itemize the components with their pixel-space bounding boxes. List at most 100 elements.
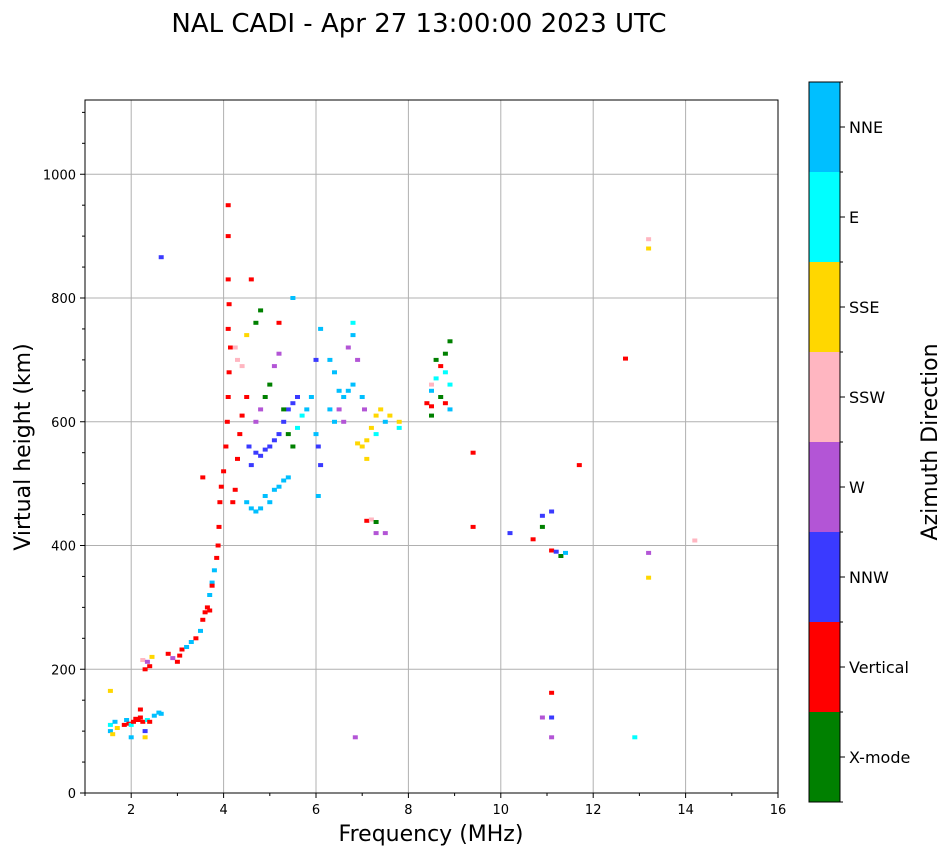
- data-point: [214, 555, 220, 560]
- data-point: [646, 246, 652, 251]
- data-point: [267, 500, 273, 505]
- data-point: [396, 425, 402, 430]
- data-point: [248, 277, 254, 282]
- data-point: [137, 707, 143, 712]
- x-tick-label: 12: [585, 803, 602, 818]
- data-point: [112, 719, 118, 724]
- x-tick-label: 4: [219, 803, 227, 818]
- data-point: [364, 438, 370, 443]
- data-point: [107, 722, 113, 727]
- data-point: [362, 407, 367, 412]
- data-point: [142, 735, 148, 740]
- data-point: [271, 438, 277, 443]
- data-point: [290, 401, 296, 406]
- data-point: [355, 357, 361, 362]
- data-point: [447, 382, 453, 387]
- data-point: [442, 370, 448, 375]
- colorbar-segment: [809, 712, 840, 802]
- data-point: [124, 718, 130, 722]
- data-point: [230, 500, 236, 505]
- data-point: [165, 651, 171, 656]
- data-point: [345, 388, 351, 393]
- data-point: [107, 688, 113, 693]
- data-point: [341, 395, 347, 399]
- colorbar-label: SSE: [849, 298, 879, 317]
- data-point: [225, 395, 231, 399]
- data-point: [267, 444, 273, 449]
- data-point: [121, 722, 127, 727]
- data-point: [262, 494, 268, 498]
- data-point: [225, 234, 231, 239]
- data-point: [140, 658, 146, 662]
- colorbar-label: NNW: [849, 568, 889, 587]
- data-point: [364, 518, 370, 523]
- data-point: [253, 320, 259, 325]
- data-point: [276, 320, 282, 325]
- colorbar-segment: [809, 532, 840, 622]
- data-point: [215, 543, 221, 548]
- data-point: [345, 345, 351, 350]
- data-point: [433, 376, 439, 381]
- y-tick-label: 1000: [43, 168, 76, 183]
- y-tick-label: 400: [51, 540, 76, 555]
- data-point: [218, 484, 224, 489]
- data-point: [223, 444, 229, 449]
- y-tick-label: 800: [51, 292, 76, 307]
- data-point: [217, 500, 223, 505]
- data-point: [158, 255, 164, 260]
- data-point: [193, 636, 199, 641]
- data-point: [239, 413, 245, 418]
- data-point: [226, 370, 232, 375]
- x-tick-label: 8: [404, 803, 412, 818]
- data-point: [558, 554, 564, 558]
- data-point: [276, 351, 282, 356]
- data-point: [142, 667, 148, 672]
- data-point: [646, 575, 652, 580]
- data-point: [142, 729, 148, 734]
- colorbar-segment: [809, 82, 840, 172]
- data-point: [225, 203, 231, 208]
- data-point: [216, 524, 222, 529]
- data-point: [135, 718, 141, 722]
- data-point: [299, 413, 305, 418]
- plot-area: [85, 100, 778, 793]
- data-point: [204, 605, 210, 610]
- data-point: [232, 487, 238, 492]
- data-point: [207, 608, 213, 613]
- data-point: [128, 735, 134, 740]
- data-point: [396, 419, 402, 424]
- data-point: [184, 645, 190, 649]
- colorbar-label: NNE: [849, 118, 883, 137]
- data-point: [209, 583, 215, 588]
- data-point: [271, 487, 277, 492]
- x-tick-label: 10: [493, 803, 510, 818]
- data-point: [313, 432, 319, 437]
- data-point: [258, 407, 264, 412]
- data-point: [341, 419, 347, 424]
- data-point: [285, 475, 291, 480]
- data-point: [313, 357, 319, 362]
- data-point: [646, 550, 652, 555]
- data-point: [239, 364, 245, 369]
- data-point: [232, 345, 238, 350]
- data-point: [632, 735, 638, 740]
- data-point: [253, 509, 259, 514]
- data-point: [549, 690, 555, 695]
- data-point: [315, 444, 321, 449]
- data-point: [262, 395, 268, 399]
- data-point: [539, 715, 545, 720]
- data-point: [530, 537, 536, 542]
- data-point: [295, 425, 300, 430]
- data-point: [246, 444, 252, 449]
- data-point: [387, 413, 393, 418]
- data-point: [382, 419, 388, 424]
- data-point: [327, 407, 333, 412]
- data-point: [549, 548, 555, 553]
- data-point: [332, 370, 337, 375]
- data-point: [332, 419, 337, 424]
- data-point: [244, 500, 250, 505]
- data-point: [271, 364, 277, 369]
- data-point: [336, 388, 342, 393]
- data-point: [373, 520, 379, 524]
